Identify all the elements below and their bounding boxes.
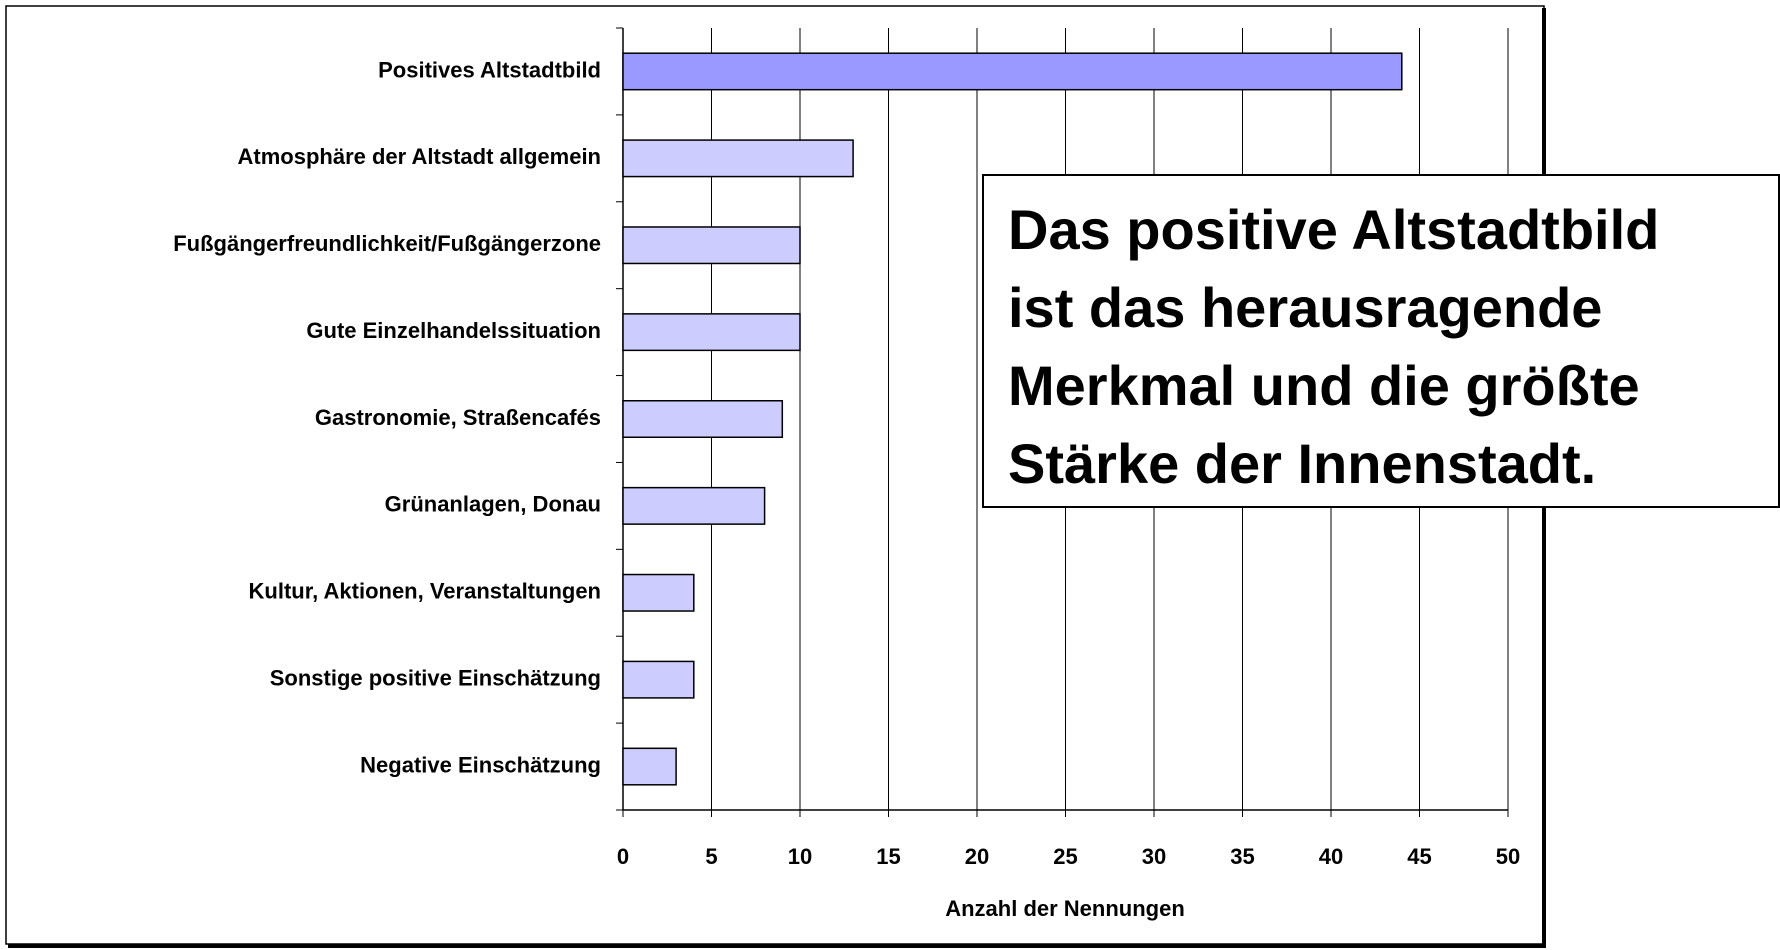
annotation-line: ist das herausragende: [1008, 276, 1602, 339]
plot-area: 0 5 10 15 20 25 30 35 40 45 50 Positives Altstadtbi…: [173, 27, 1520, 869]
bar: [622, 400, 784, 438]
x-tick-label: 5: [705, 844, 717, 869]
x-tick-label: 20: [965, 844, 989, 869]
y-tick-label: Grünanlagen, Donau: [385, 492, 601, 517]
x-tick-label: 10: [788, 844, 812, 869]
bar: [622, 573, 695, 612]
x-tick-label: 0: [617, 844, 629, 869]
y-tick-label: Kultur, Aktionen, Veranstaltungen: [249, 579, 601, 604]
annotation-box: [982, 174, 1780, 508]
annotation-line: Merkmal und die größte: [1008, 354, 1640, 417]
x-tick-label: 25: [1053, 844, 1077, 869]
x-tick-label: 45: [1407, 844, 1431, 869]
x-tick-label: 40: [1319, 844, 1343, 869]
annotation-line: Stärke der Innenstadt.: [1008, 432, 1596, 495]
y-tick-label: Positives Altstadtbild: [378, 57, 601, 82]
bar: [622, 139, 854, 178]
x-tick-label: 30: [1142, 844, 1166, 869]
y-tick-label: Gute Einzelhandelssituation: [306, 318, 601, 343]
x-axis-label: Anzahl der Nennungen: [945, 896, 1185, 921]
y-tick-label: Atmosphäre der Altstadt allgemein: [238, 144, 601, 169]
y-tick-label: Sonstige positive Einschätzung: [270, 665, 601, 690]
y-tick-label: Negative Einschätzung: [360, 752, 601, 777]
x-tick-label: 35: [1230, 844, 1254, 869]
annotation: Das positive Altstadtbild ist das herausr…: [1008, 198, 1659, 495]
bar: [622, 486, 766, 525]
bar: [622, 52, 1403, 91]
bar: [622, 660, 695, 699]
y-tick-label: Gastronomie, Straßencafés: [315, 405, 601, 430]
bar: [622, 313, 801, 352]
annotation-line: Das positive Altstadtbild: [1008, 198, 1659, 261]
bar: [622, 747, 677, 786]
y-tick-label: Fußgängerfreundlichkeit/Fußgängerzone: [173, 231, 601, 256]
bar: [622, 226, 801, 265]
x-tick-label: 15: [876, 844, 900, 869]
x-tick-label: 50: [1496, 844, 1520, 869]
